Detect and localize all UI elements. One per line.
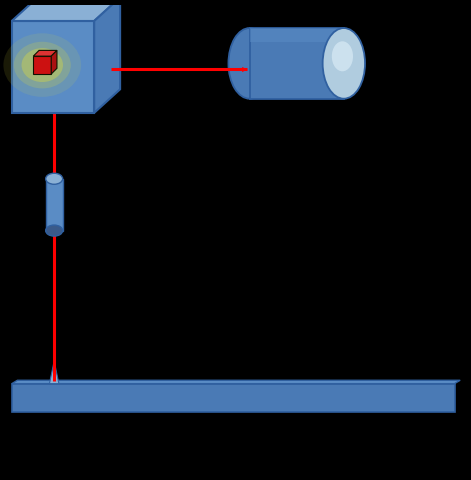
- Polygon shape: [33, 50, 57, 56]
- Ellipse shape: [14, 42, 71, 88]
- Polygon shape: [46, 179, 63, 230]
- Polygon shape: [12, 21, 94, 113]
- Polygon shape: [49, 361, 59, 384]
- Polygon shape: [250, 28, 344, 99]
- Ellipse shape: [46, 225, 63, 236]
- Polygon shape: [33, 56, 51, 74]
- Polygon shape: [12, 0, 120, 21]
- Polygon shape: [250, 28, 344, 42]
- Ellipse shape: [46, 173, 63, 184]
- Ellipse shape: [228, 28, 271, 99]
- Polygon shape: [12, 384, 455, 412]
- Ellipse shape: [22, 48, 63, 82]
- Ellipse shape: [323, 28, 365, 99]
- Ellipse shape: [332, 41, 353, 72]
- Polygon shape: [51, 50, 57, 74]
- Ellipse shape: [3, 33, 81, 97]
- Polygon shape: [94, 0, 120, 113]
- Polygon shape: [12, 380, 460, 384]
